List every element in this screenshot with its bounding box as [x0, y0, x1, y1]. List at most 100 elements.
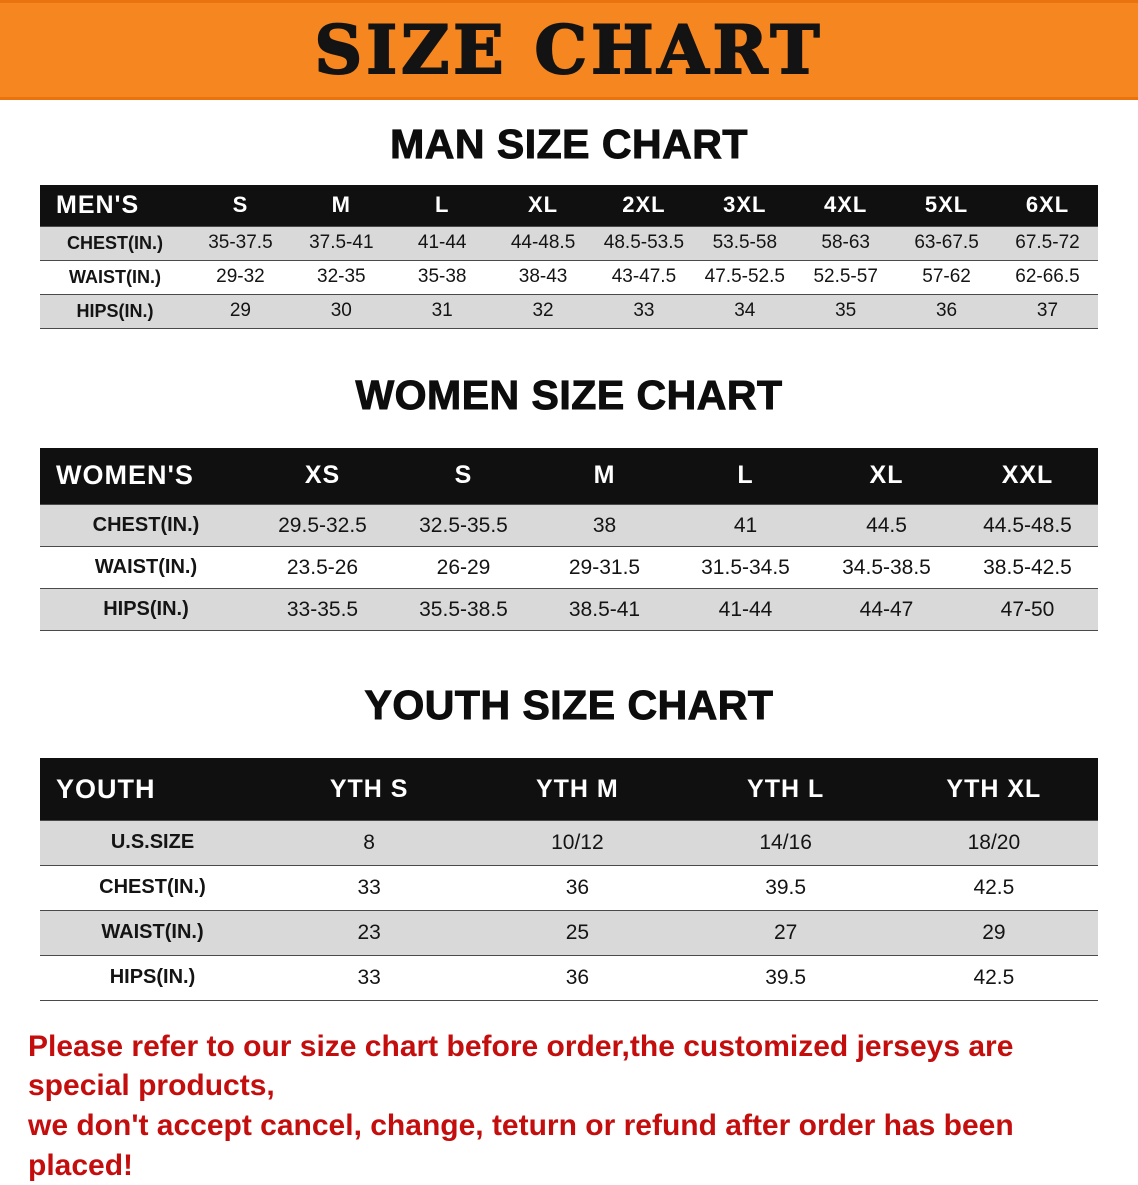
size-header-cell: L	[675, 447, 816, 505]
size-header-cell: XL	[492, 185, 594, 227]
measurement-value-cell: 36	[896, 294, 997, 329]
table-row: CHEST(IN.) 33 36 39.5 42.5	[40, 865, 1098, 911]
youth-size-heading: YOUTH SIZE CHART	[364, 682, 774, 729]
measurement-value-cell: 38.5-42.5	[957, 546, 1098, 589]
size-header-cell: 2XL	[593, 185, 695, 227]
measurement-value-cell: 35-37.5	[190, 226, 291, 261]
table-row: WAIST(IN.) 23.5-26 26-29 29-31.5 31.5-34.5 34…	[40, 546, 1098, 589]
women-size-table: WOMEN'S XS S M L XL XXL CHEST(IN.) 29.5-32.5 32.5…	[40, 447, 1098, 632]
youth-size-table: YOUTH YTH S YTH M YTH L YTH XL U.S.SIZE 8 10/12…	[40, 758, 1098, 1001]
measurement-value-cell: 32-35	[290, 260, 392, 295]
table-row: CHEST(IN.) 29.5-32.5 32.5-35.5 38 41 44.5 44.5…	[40, 504, 1098, 547]
measurement-value-cell: 29-32	[190, 260, 291, 295]
size-header-cell: 4XL	[795, 185, 897, 227]
measurement-value-cell: 36	[473, 865, 682, 911]
measurement-value-cell: 43-47.5	[593, 260, 695, 295]
measurement-value-cell: 63-67.5	[896, 226, 997, 261]
measurement-value-cell: 42.5	[889, 955, 1098, 1001]
size-header-cell: YTH S	[265, 758, 474, 821]
measurement-value-cell: 37.5-41	[290, 226, 392, 261]
measurement-value-cell: 8	[265, 820, 474, 866]
youth-size-section: YOUTH SIZE CHART YOUTH YTH S YTH M YTH L YTH…	[0, 682, 1138, 1001]
measurement-value-cell: 32	[492, 294, 594, 329]
table-row: CHEST(IN.) 35-37.5 37.5-41 41-44 44-48.5 48.5…	[40, 226, 1098, 261]
measurement-value-cell: 53.5-58	[694, 226, 796, 261]
measurement-label-cell: HIPS(IN.)	[40, 588, 252, 631]
measurement-value-cell: 41	[675, 504, 816, 547]
measurement-label-cell: CHEST(IN.)	[40, 865, 265, 911]
table-header-row: YOUTH YTH S YTH M YTH L YTH XL	[40, 758, 1098, 821]
table-row: WAIST(IN.) 23 25 27 29	[40, 910, 1098, 956]
measurement-value-cell: 38-43	[492, 260, 594, 295]
notice-line-1: Please refer to our size chart before or…	[28, 1029, 1014, 1103]
table-row: HIPS(IN.) 33-35.5 35.5-38.5 38.5-41 41-44 44-…	[40, 588, 1098, 631]
measurement-value-cell: 41-44	[391, 226, 493, 261]
measurement-value-cell: 47-50	[957, 588, 1098, 631]
measurement-value-cell: 29-31.5	[534, 546, 675, 589]
measurement-value-cell: 14/16	[681, 820, 890, 866]
measurement-value-cell: 39.5	[681, 865, 890, 911]
measurement-value-cell: 35.5-38.5	[393, 588, 534, 631]
measurement-label-cell: CHEST(IN.)	[40, 226, 190, 261]
measurement-value-cell: 62-66.5	[997, 260, 1098, 295]
size-header-cell: 3XL	[694, 185, 796, 227]
measurement-value-cell: 33	[265, 865, 474, 911]
measurement-label-cell: HIPS(IN.)	[40, 294, 190, 329]
measurement-value-cell: 33-35.5	[252, 588, 393, 631]
measurement-value-cell: 44-47	[816, 588, 957, 631]
measurement-value-cell: 35-38	[391, 260, 493, 295]
measurement-value-cell: 38	[534, 504, 675, 547]
measurement-value-cell: 34	[694, 294, 796, 329]
footer-notice: Please refer to our size chart before or…	[0, 1027, 1138, 1185]
measurement-value-cell: 44.5-48.5	[957, 504, 1098, 547]
women-size-section: WOMEN SIZE CHART WOMEN'S XS S M L XL XXL CHEST(…	[0, 371, 1138, 632]
table-title-cell: WOMEN'S	[40, 447, 252, 505]
men-size-table: MEN'S S M L XL 2XL 3XL 4XL 5XL 6XL CHEST(IN.) 35-37…	[40, 185, 1098, 329]
measurement-value-cell: 23	[265, 910, 474, 956]
size-header-cell: YTH XL	[889, 758, 1098, 821]
size-header-cell: M	[290, 185, 392, 227]
banner: SIZE CHART	[0, 0, 1138, 100]
measurement-value-cell: 29.5-32.5	[252, 504, 393, 547]
size-header-cell: 6XL	[997, 185, 1098, 227]
measurement-value-cell: 31	[391, 294, 493, 329]
measurement-value-cell: 31.5-34.5	[675, 546, 816, 589]
size-header-cell: XS	[252, 447, 393, 505]
measurement-label-cell: WAIST(IN.)	[40, 910, 265, 956]
measurement-value-cell: 44.5	[816, 504, 957, 547]
measurement-value-cell: 38.5-41	[534, 588, 675, 631]
measurement-label-cell: U.S.SIZE	[40, 820, 265, 866]
table-title-cell: YOUTH	[40, 758, 265, 821]
size-header-cell: YTH L	[681, 758, 890, 821]
page-title: SIZE CHART	[314, 11, 824, 89]
measurement-value-cell: 25	[473, 910, 682, 956]
size-header-cell: M	[534, 447, 675, 505]
measurement-value-cell: 37	[997, 294, 1098, 329]
measurement-label-cell: HIPS(IN.)	[40, 955, 265, 1001]
measurement-value-cell: 18/20	[889, 820, 1098, 866]
measurement-value-cell: 33	[265, 955, 474, 1001]
size-header-cell: S	[190, 185, 291, 227]
measurement-value-cell: 29	[889, 910, 1098, 956]
measurement-label-cell: CHEST(IN.)	[40, 504, 252, 547]
women-size-heading: WOMEN SIZE CHART	[355, 371, 783, 418]
size-header-cell: XXL	[957, 447, 1098, 505]
measurement-value-cell: 39.5	[681, 955, 890, 1001]
measurement-value-cell: 26-29	[393, 546, 534, 589]
size-header-cell: XL	[816, 447, 957, 505]
measurement-value-cell: 47.5-52.5	[694, 260, 796, 295]
measurement-value-cell: 57-62	[896, 260, 997, 295]
measurement-value-cell: 35	[795, 294, 897, 329]
man-size-section: MAN SIZE CHART MEN'S S M L XL 2XL 3XL 4XL 5XL 6XL…	[0, 121, 1138, 329]
measurement-value-cell: 44-48.5	[492, 226, 594, 261]
table-title-cell: MEN'S	[40, 185, 190, 227]
measurement-value-cell: 32.5-35.5	[393, 504, 534, 547]
measurement-value-cell: 34.5-38.5	[816, 546, 957, 589]
measurement-label-cell: WAIST(IN.)	[40, 546, 252, 589]
table-row: WAIST(IN.) 29-32 32-35 35-38 38-43 43-47.5 47.…	[40, 260, 1098, 295]
measurement-value-cell: 10/12	[473, 820, 682, 866]
measurement-value-cell: 41-44	[675, 588, 816, 631]
table-row: U.S.SIZE 8 10/12 14/16 18/20	[40, 820, 1098, 866]
table-header-row: WOMEN'S XS S M L XL XXL	[40, 447, 1098, 505]
measurement-value-cell: 33	[593, 294, 695, 329]
